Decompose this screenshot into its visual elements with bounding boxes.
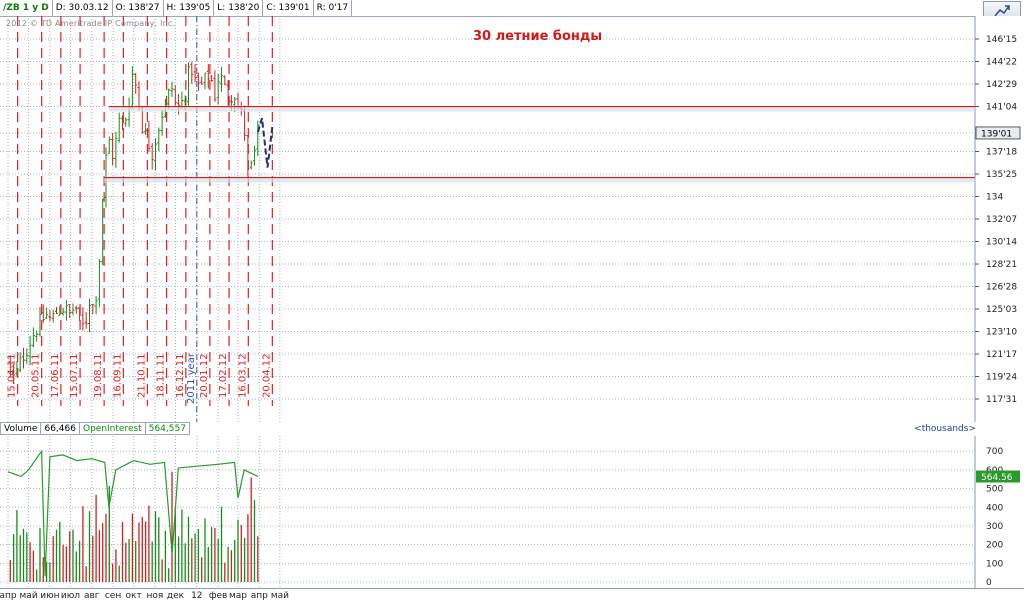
month-label: авг <box>84 591 100 601</box>
volume-tick-label: 300 <box>986 522 1003 532</box>
volume-tick-label: 500 <box>986 485 1003 495</box>
cycle-marker-label: 17.02.12 <box>218 353 229 398</box>
quote-header: /ZB 1 y D D: 30.03.12 O: 138'27 H: 139'0… <box>0 0 980 17</box>
volume-tick-label: 0 <box>986 578 992 588</box>
price-tick-label: 123'10 <box>986 328 1017 338</box>
month-label: дек <box>167 591 185 601</box>
x-axis: апр май июн июл авг сен окт ноя дек 12 фев мар апр ма… <box>0 588 1024 601</box>
month-label: сен <box>105 591 121 601</box>
volume-tick-label: 700 <box>986 447 1003 457</box>
month-label: мар <box>229 591 247 601</box>
close-value: C: 139'01 <box>263 0 314 16</box>
open-interest-label: OpenInterest <box>79 422 146 435</box>
month-label: апр <box>251 591 268 601</box>
price-tick-label: 128'21 <box>986 260 1017 270</box>
price-tick-label: 144'22 <box>986 58 1017 68</box>
year-label: 2011 year <box>186 352 197 404</box>
chart-annotation: 30 летние бонды <box>473 29 602 44</box>
range-value: R: 0'17 <box>314 0 353 16</box>
open-interest-tag-label: 564.56 <box>981 473 1013 483</box>
month-label: 12 <box>191 591 202 601</box>
last-price-tag <box>975 126 1021 140</box>
month-label: июн <box>40 591 59 601</box>
date-value: D: 30.03.12 <box>53 0 113 16</box>
cycle-marker-label: 19.08.11 <box>93 353 104 398</box>
price-tick-label: 125'03 <box>986 305 1017 315</box>
open-value: O: 138'27 <box>113 0 164 16</box>
cycle-marker-label: 20.01.12 <box>199 353 210 398</box>
price-tick-label: 137'18 <box>986 148 1017 158</box>
open-interest-line <box>7 449 259 577</box>
month-label: ноя <box>147 591 164 601</box>
price-tick-label: 141'04 <box>986 103 1017 113</box>
chart-tools-icon <box>994 4 1010 16</box>
cycle-marker-label: 20.04.12 <box>261 353 272 398</box>
cycle-marker-label: 16.12.11 <box>175 353 186 398</box>
volume-chart[interactable]: 0100200300400500600700564.56 <box>0 436 1024 588</box>
cycle-marker-label: 16.03.12 <box>237 353 248 398</box>
price-tick-label: 117'31 <box>986 395 1017 405</box>
price-tick-label: 126'28 <box>986 283 1017 293</box>
price-tick-label: 134 <box>986 193 1003 203</box>
price-chart[interactable]: 146'15 144'22 142'29 141'04 137'18 135'25 134 1… <box>0 16 1024 422</box>
symbol-label[interactable]: /ZB 1 y D <box>0 0 53 16</box>
cycle-marker-label: 15.04.11 <box>7 353 18 398</box>
cycle-marker-label: 18.11.11 <box>156 353 167 398</box>
volume-tick-label: 200 <box>986 541 1003 551</box>
low-value: L: 138'20 <box>214 0 264 16</box>
cycle-marker-label: 21.10.11 <box>136 353 147 398</box>
price-tick-label: 146'15 <box>986 35 1017 45</box>
level-shadow <box>108 105 976 112</box>
cycle-marker-label: 16.09.11 <box>112 353 123 398</box>
price-tick-label: 130'14 <box>986 238 1017 248</box>
price-axis-background <box>975 16 1024 422</box>
volume-header: Volume 66,466 OpenInterest 564,557 <box>0 422 980 435</box>
cycle-marker-label: 20.05.11 <box>31 353 42 398</box>
volume-tick-label: 400 <box>986 503 1003 513</box>
high-value: H: 139'05 <box>164 0 215 16</box>
cycle-marker-label: 17.06.11 <box>50 353 61 398</box>
price-tick-label: 119'24 <box>986 373 1017 383</box>
level-shadow <box>104 176 975 183</box>
open-interest-tag <box>976 470 1020 483</box>
open-interest-value: 564,557 <box>145 422 190 435</box>
forecast-path <box>256 117 274 168</box>
units-label: <thousands> <box>914 424 976 434</box>
month-label: апр <box>0 591 17 601</box>
volume-tick-label: 100 <box>986 559 1003 569</box>
price-tick-label: 142'29 <box>986 80 1017 90</box>
price-tick-label: 135'25 <box>986 170 1017 180</box>
month-label: июл <box>61 591 80 601</box>
last-price-label: 139'01 <box>981 129 1012 139</box>
month-label: фев <box>209 591 228 601</box>
price-tick-label: 132'07 <box>986 215 1017 225</box>
month-label: май <box>20 591 38 601</box>
cycle-marker-label: 15.07.11 <box>69 353 80 398</box>
volume-label: Volume <box>0 422 42 435</box>
copyright-text: 2012 © TD Ameritrade IP Company, Inc. <box>6 19 176 28</box>
price-tick-label: 121'17 <box>986 350 1017 360</box>
month-label: окт <box>126 591 142 601</box>
volume-value: 66,466 <box>41 422 80 435</box>
month-label: май <box>271 591 289 601</box>
